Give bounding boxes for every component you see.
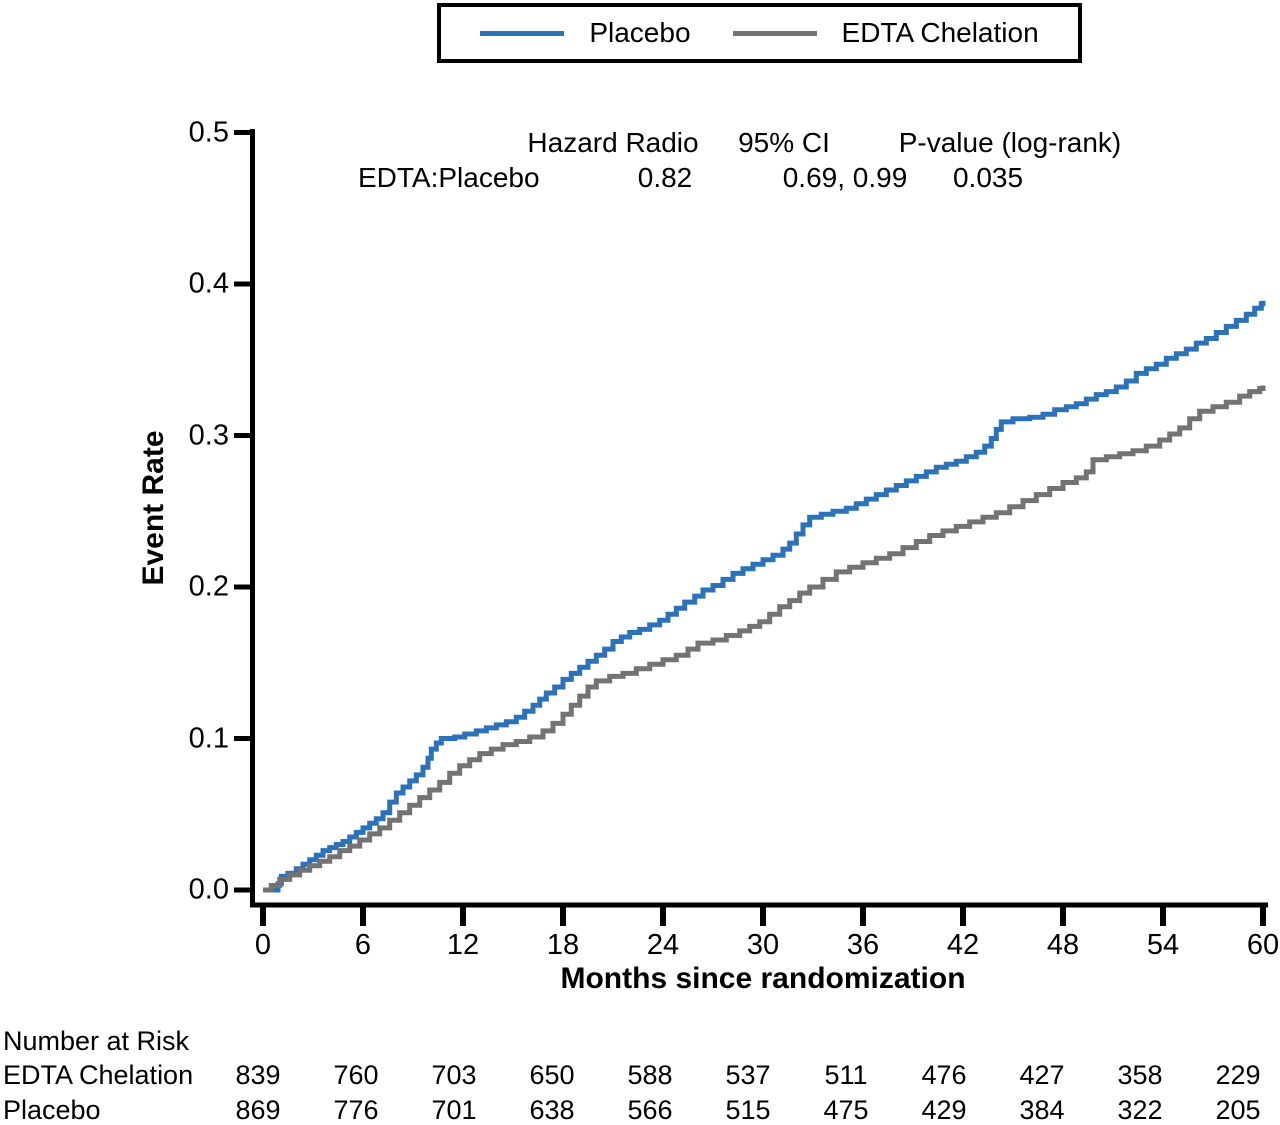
x-tick-label: 36 [846, 929, 880, 961]
y-axis-title: Event Rate [137, 430, 170, 586]
stats-row-label: EDTA:Placebo [358, 162, 540, 193]
risk-value: 638 [529, 1095, 575, 1125]
y-tick-label: 0.5 [188, 116, 229, 148]
risk-value: 358 [1117, 1060, 1163, 1090]
risk-value: 650 [529, 1060, 575, 1090]
risk-value: 427 [1019, 1060, 1065, 1090]
risk-value: 869 [235, 1095, 281, 1125]
y-tick-label: 0.2 [188, 570, 229, 603]
x-tick-label: 6 [354, 929, 372, 961]
risk-value: 776 [333, 1095, 379, 1125]
risk-value: 229 [1215, 1060, 1261, 1090]
x-tick-label: 0 [254, 929, 272, 961]
risk-value: 511 [824, 1060, 868, 1090]
legend-label-placebo: Placebo [589, 17, 691, 48]
legend-label-edta: EDTA Chelation [841, 17, 1039, 48]
legend-item-placebo: Placebo [480, 17, 691, 49]
legend-item-edta: EDTA Chelation [732, 17, 1039, 49]
placebo-curve [263, 300, 1266, 893]
risk-row-label-edta: EDTA Chelation [3, 1060, 194, 1090]
stats-pvalue-value: 0.035 [952, 162, 1024, 193]
risk-value: 588 [627, 1060, 673, 1090]
risk-value: 701 [431, 1095, 477, 1125]
risk-value: 515 [725, 1095, 771, 1125]
risk-value: 475 [823, 1095, 869, 1125]
x-tick-label: 42 [946, 929, 980, 961]
x-tick-label: 24 [646, 929, 680, 961]
legend: Placebo EDTA Chelation [437, 3, 1082, 63]
y-tick-label: 0.0 [188, 873, 229, 906]
risk-value: 760 [333, 1060, 379, 1090]
risk-value: 429 [921, 1095, 967, 1125]
stats-header-pvalue: P-value (log-rank) [898, 127, 1122, 158]
x-tick-label: 60 [1246, 929, 1280, 961]
risk-value: 322 [1117, 1095, 1163, 1125]
x-tick-label: 12 [446, 929, 480, 961]
y-tick-label: 0.4 [188, 267, 229, 300]
edta-chelation-curve [263, 385, 1266, 893]
risk-value: 839 [235, 1060, 281, 1090]
x-tick-label: 30 [746, 929, 780, 961]
edta-line-swatch [732, 30, 817, 36]
y-tick-label: 0.1 [188, 722, 229, 754]
risk-value: 205 [1215, 1095, 1261, 1125]
y-tick-label: 0.3 [188, 419, 229, 451]
x-tick-label: 18 [546, 929, 580, 961]
stats-header-hazard-ratio: Hazard Radio [527, 127, 699, 158]
risk-value: 384 [1019, 1095, 1065, 1125]
x-tick-label: 54 [1146, 929, 1180, 961]
placebo-line-swatch [480, 30, 565, 36]
stats-header-ci: 95% CI [738, 127, 830, 158]
risk-value: 566 [627, 1095, 673, 1125]
x-axis-title: Months since randomization [560, 962, 966, 995]
risk-value: 476 [921, 1060, 967, 1090]
stats-hazard-ratio-value: 0.82 [637, 162, 693, 193]
risk-value: 537 [725, 1060, 771, 1090]
risk-row-label-placebo: Placebo [3, 1095, 101, 1125]
stats-ci-value: 0.69, 0.99 [782, 162, 908, 193]
risk-table-title: Number at Risk [3, 1026, 190, 1056]
risk-value: 703 [431, 1060, 477, 1090]
x-tick-label: 48 [1046, 929, 1080, 961]
